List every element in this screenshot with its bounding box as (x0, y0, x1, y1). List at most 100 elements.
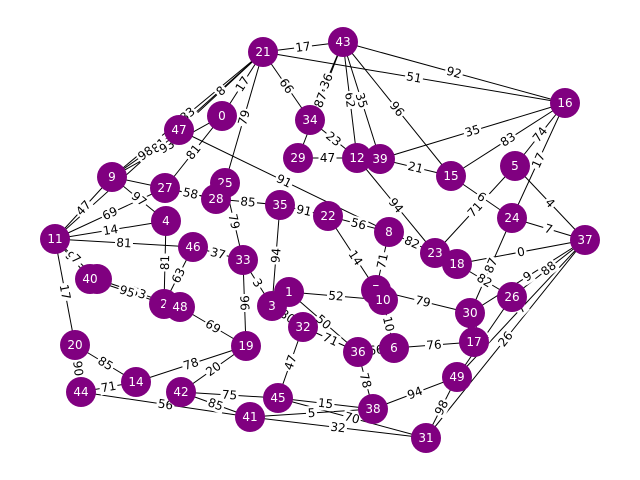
edge-label-background (404, 383, 426, 403)
node-33: 33 (228, 245, 258, 275)
edge-label-background (237, 293, 252, 313)
edge-label-group: 17 (528, 149, 549, 172)
node-circle (497, 282, 527, 312)
edge-label: 51 (405, 69, 422, 85)
edge-label-background (275, 74, 298, 98)
node-label: 23 (427, 246, 442, 260)
node-label: 9 (108, 170, 116, 184)
node-49: 49 (442, 362, 472, 392)
edge-label: 56 (349, 215, 367, 232)
edge-label: 71 (100, 379, 118, 396)
edge-label: 35 (353, 91, 371, 110)
edge-label-background (94, 352, 117, 375)
edge-label: 75 (221, 388, 237, 403)
node-circle (75, 264, 105, 294)
edge-label-group: 58 (180, 184, 201, 203)
node-16: 16 (550, 88, 580, 118)
edge-label-group: 90 (69, 358, 87, 379)
node-5: 5 (500, 151, 530, 181)
edge-label-background (400, 232, 424, 253)
edge-label: 36 (317, 71, 336, 91)
node-3: 3 (257, 291, 287, 321)
edge-label-group: 94 (384, 194, 408, 217)
node-circle (328, 27, 358, 57)
edge-label-background (231, 72, 254, 96)
edge-label-background (322, 127, 345, 151)
edge-label-group: 91 (293, 201, 315, 220)
edge-label-group: 81 (157, 253, 173, 272)
edge-label-group: 17 (56, 281, 74, 303)
node-label: 33 (235, 253, 250, 267)
edge-label-background (180, 184, 201, 203)
node-8: 8 (374, 217, 404, 247)
edge-label-background (352, 89, 371, 112)
edge-label-group: 78 (180, 354, 202, 374)
node-circle (121, 367, 151, 397)
edge-label-background (127, 187, 151, 211)
edge-label-background (519, 267, 536, 286)
edge-label: 78 (357, 371, 374, 389)
node-label: 38 (365, 402, 380, 416)
edge-label: 69 (100, 204, 120, 223)
node-46: 46 (178, 232, 208, 262)
edge-label-background (180, 354, 202, 374)
edge-label: 76 (426, 337, 442, 352)
node-label: 17 (466, 335, 481, 349)
edge-label-group: 47 (280, 351, 301, 374)
edge-label-background (56, 281, 74, 303)
edge-label-group: 82 (400, 232, 424, 253)
node-40: 40 (75, 264, 105, 294)
edge-label-group: 37 (207, 244, 229, 263)
edge-label-group: 85 (204, 394, 227, 415)
edge-label-group: 96 (237, 293, 252, 313)
edge-label-group: 78 (356, 370, 375, 391)
edge-label-background (67, 250, 85, 268)
edge-label-group: 15 (315, 395, 336, 412)
edge-label-group: 56 (348, 214, 369, 234)
node-label: 10 (375, 293, 390, 307)
nodes-layer: 0123456789101112131415161718192021222324… (40, 27, 600, 453)
edge-label-background (212, 82, 230, 100)
edge-label-background (293, 38, 313, 56)
edge-label-background (384, 194, 408, 217)
edge-label-background (72, 196, 95, 220)
edge-label: 0 (516, 244, 526, 259)
edge-label: 71 (374, 252, 391, 270)
node-circle (550, 88, 580, 118)
node-label: 31 (418, 431, 433, 445)
edge-label-group: 94 (404, 383, 426, 403)
edge-label-background (318, 151, 337, 165)
edge-label-group: 7 (541, 220, 556, 238)
node-36: 36 (343, 337, 373, 367)
node-label: 16 (557, 96, 572, 110)
node-circle (228, 245, 258, 275)
node-circle (97, 162, 127, 192)
node-circle (235, 402, 265, 432)
node-34: 34 (295, 105, 325, 135)
edge-label-background (220, 387, 239, 403)
edge-label-group: 51 (403, 69, 425, 86)
edge-label-group: 21 (405, 158, 426, 177)
edge-label-group: 85 (238, 194, 258, 210)
node-30: 30 (455, 298, 485, 328)
edge-label-group: 35 (352, 89, 371, 112)
node-circle (66, 377, 96, 407)
edge-label: 71 (321, 330, 341, 349)
node-label: 19 (238, 339, 253, 353)
node-circle (365, 144, 395, 174)
node-10: 10 (368, 285, 398, 315)
node-circle (166, 377, 196, 407)
edge-label-background (341, 408, 363, 428)
edge-label-group: 3 (248, 274, 267, 292)
edge-label-background (316, 69, 337, 93)
edge-label: 23 (323, 129, 344, 149)
edge-label: 7 (543, 221, 554, 237)
edge-label-background (305, 405, 318, 421)
node-label: 44 (73, 385, 88, 399)
edge-label: 95 (118, 282, 137, 300)
node-circle (358, 394, 388, 424)
edge-label: 14 (102, 222, 119, 238)
edge-label-group: 76 (424, 337, 444, 353)
node-label: 35 (272, 198, 287, 212)
node-circle (265, 190, 295, 220)
